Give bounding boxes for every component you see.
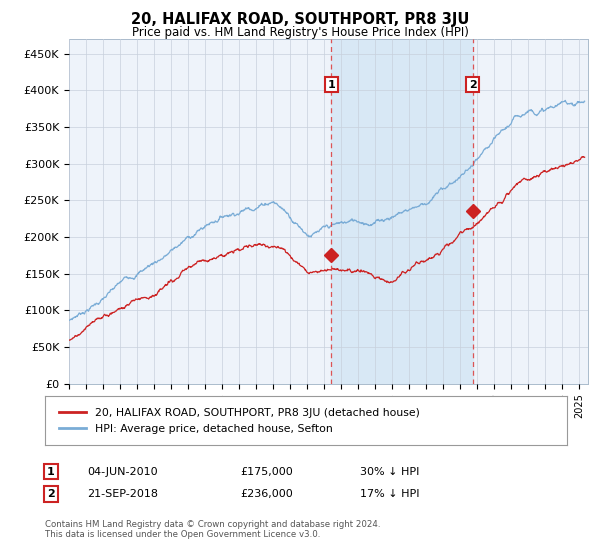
Text: £236,000: £236,000 xyxy=(240,489,293,499)
Text: 21-SEP-2018: 21-SEP-2018 xyxy=(87,489,158,499)
Text: 1: 1 xyxy=(328,80,335,90)
Text: 04-JUN-2010: 04-JUN-2010 xyxy=(87,466,158,477)
Text: 20, HALIFAX ROAD, SOUTHPORT, PR8 3JU: 20, HALIFAX ROAD, SOUTHPORT, PR8 3JU xyxy=(131,12,469,27)
Text: 1: 1 xyxy=(47,466,55,477)
Text: 30% ↓ HPI: 30% ↓ HPI xyxy=(360,466,419,477)
Text: 2: 2 xyxy=(47,489,55,499)
Text: £175,000: £175,000 xyxy=(240,466,293,477)
Text: 17% ↓ HPI: 17% ↓ HPI xyxy=(360,489,419,499)
Text: 2: 2 xyxy=(469,80,476,90)
Text: Contains HM Land Registry data © Crown copyright and database right 2024.
This d: Contains HM Land Registry data © Crown c… xyxy=(45,520,380,539)
Bar xyxy=(331,39,473,384)
Legend: 20, HALIFAX ROAD, SOUTHPORT, PR8 3JU (detached house), HPI: Average price, detac: 20, HALIFAX ROAD, SOUTHPORT, PR8 3JU (de… xyxy=(56,404,423,437)
Text: Price paid vs. HM Land Registry's House Price Index (HPI): Price paid vs. HM Land Registry's House … xyxy=(131,26,469,39)
